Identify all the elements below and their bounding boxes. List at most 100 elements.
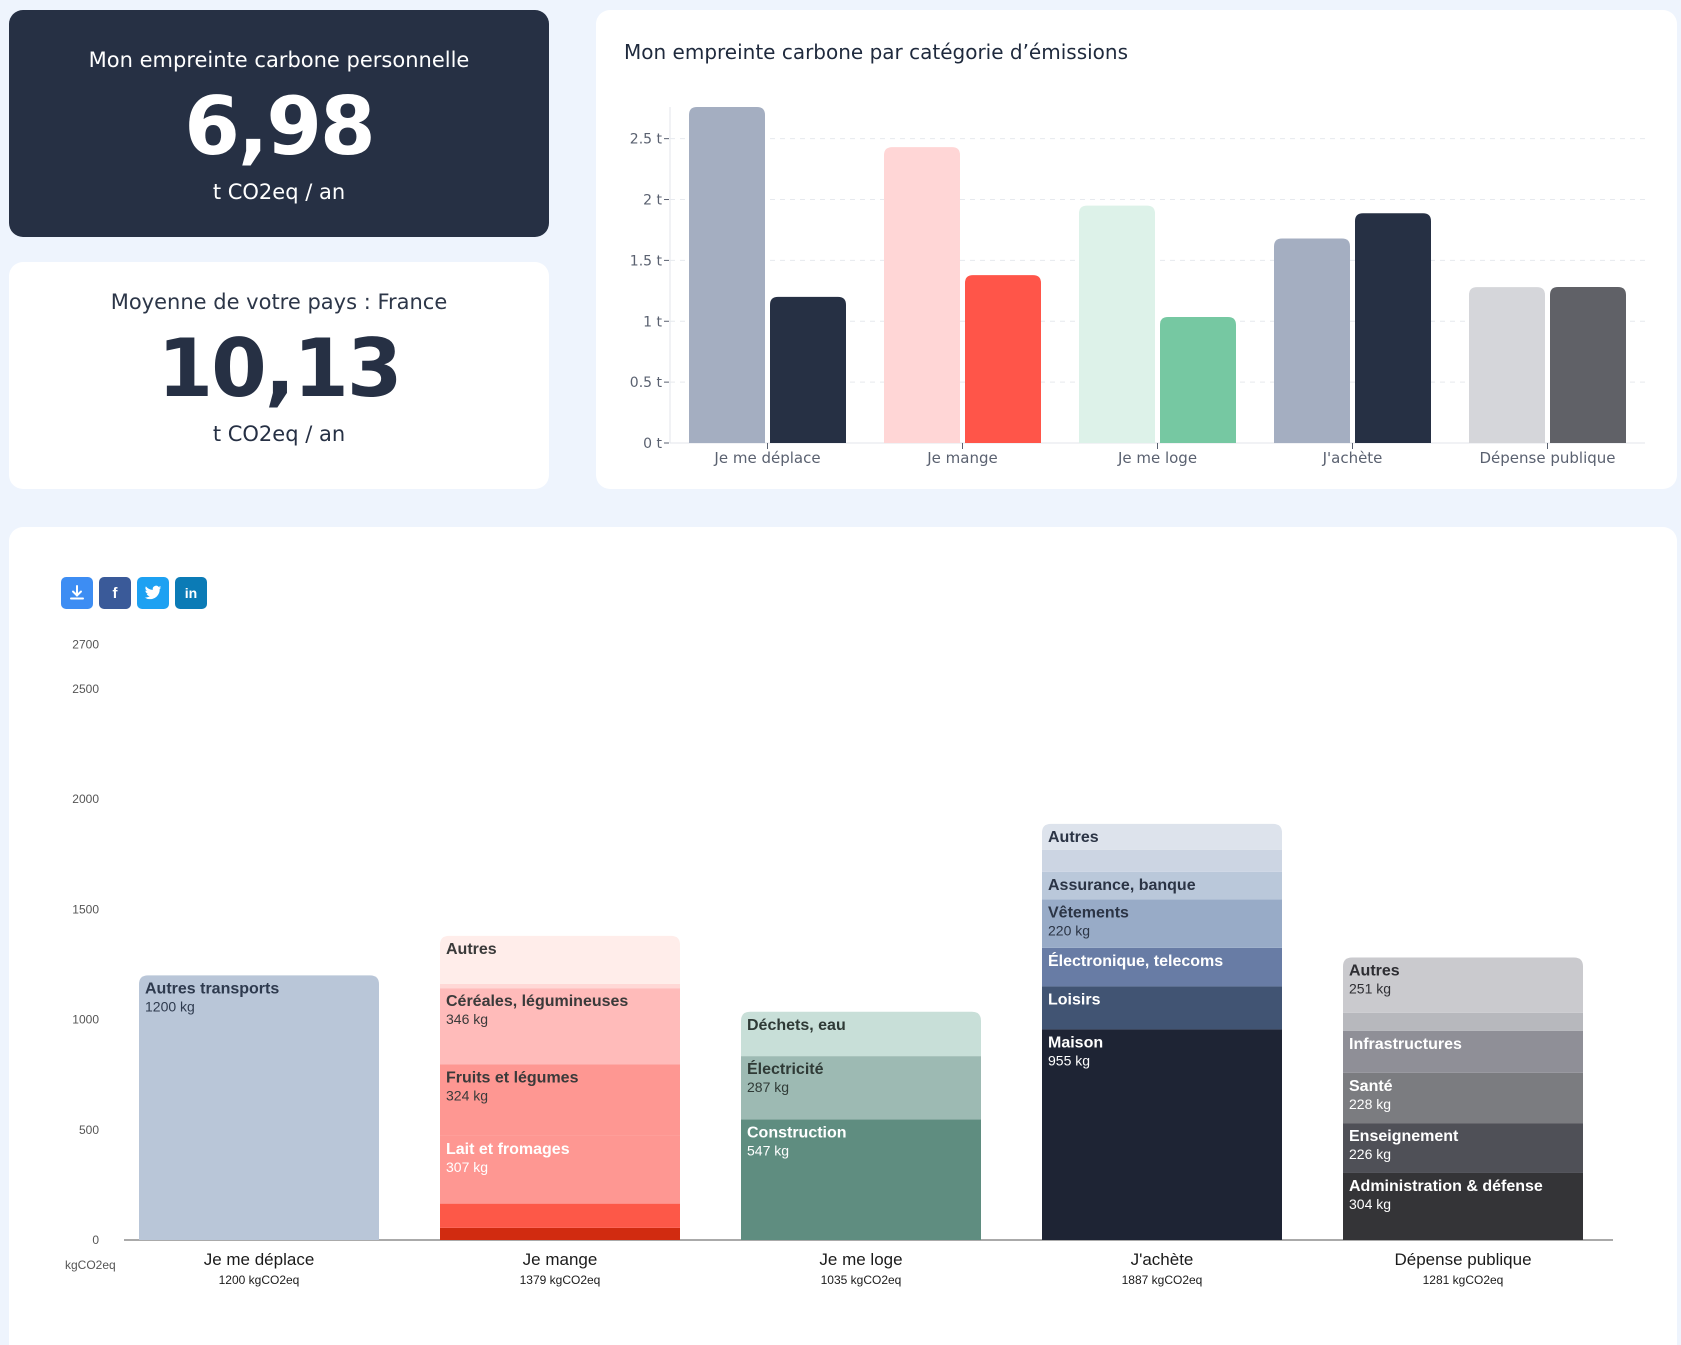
segment-label: Lait et fromages <box>446 1141 570 1158</box>
segment <box>440 1227 680 1240</box>
twitter-icon <box>144 585 162 600</box>
national-average-value: 10,13 <box>157 322 402 415</box>
x-category-label: Je me loge <box>819 1250 902 1269</box>
x-category-total: 1379 kgCO2eq <box>520 1273 601 1287</box>
linkedin-share-button[interactable]: in <box>175 577 207 609</box>
segment-label: Autres transports <box>145 980 279 997</box>
category-bar <box>1079 205 1155 443</box>
personal-footprint-card: Mon empreinte carbone personnelle 6,98 t… <box>9 10 549 237</box>
segment <box>1042 849 1282 872</box>
segment-label: Déchets, eau <box>747 1017 846 1034</box>
segment <box>440 935 680 984</box>
share-buttons: f in <box>61 577 207 609</box>
y-tick-label: 2700 <box>72 638 99 652</box>
facebook-share-button[interactable]: f <box>99 577 131 609</box>
y-axis-unit: kgCO2eq <box>65 1258 116 1272</box>
category-bar <box>1469 287 1545 443</box>
y-tick-label: 0.5 t <box>630 375 663 391</box>
x-category-label: Je mange <box>523 1250 598 1269</box>
segment <box>1042 1029 1282 1240</box>
twitter-share-button[interactable] <box>137 577 169 609</box>
download-button[interactable] <box>61 577 93 609</box>
national-average-card: Moyenne de votre pays : France 10,13 t C… <box>9 262 549 489</box>
y-tick-label: 1 t <box>643 314 662 330</box>
linkedin-icon: in <box>184 585 198 601</box>
category-bar <box>965 275 1041 443</box>
segment <box>1042 871 1282 900</box>
personal-footprint-unit: t CO2eq / an <box>212 180 346 204</box>
x-category-total: 1200 kgCO2eq <box>219 1273 300 1287</box>
segment-label: Électronique, telecoms <box>1048 951 1223 970</box>
segment-value: 324 kg <box>446 1087 488 1103</box>
segment-value: 307 kg <box>446 1159 488 1175</box>
segment-label: Maison <box>1048 1034 1103 1051</box>
category-bar <box>884 147 960 443</box>
segment <box>1042 823 1282 850</box>
segment-label: Autres <box>446 941 497 958</box>
segment-value: 547 kg <box>747 1142 789 1158</box>
segment-label: Santé <box>1349 1078 1393 1095</box>
segment <box>1343 957 1583 1013</box>
segment-label: Électricité <box>747 1059 824 1078</box>
segment <box>440 1203 680 1228</box>
x-tick-label: Dépense publique <box>1480 449 1616 467</box>
x-category-total: 1035 kgCO2eq <box>821 1273 902 1287</box>
detail-stacked-chart: 0 500 1000 1500 2000 2500 2700 kgCO2eq Autres tr… <box>65 638 1613 1287</box>
category-bar <box>1160 317 1236 443</box>
segment-label: Céréales, légumineuses <box>446 993 628 1010</box>
segment-value: 1200 kg <box>145 998 195 1014</box>
segment <box>1042 899 1282 948</box>
segment-value: 304 kg <box>1349 1196 1391 1212</box>
personal-footprint-value: 6,98 <box>184 80 375 173</box>
category-bar-chart: 0 t 0.5 t 1 t 1.5 t 2 t 2.5 t Je me déplace Je … <box>630 107 1645 467</box>
segment <box>741 1056 981 1120</box>
segment-label: Autres <box>1048 829 1099 846</box>
segment-label: Assurance, banque <box>1048 877 1196 894</box>
category-bar <box>770 296 846 443</box>
segment-label: Fruits et légumes <box>446 1069 579 1086</box>
download-icon <box>70 585 84 600</box>
segment <box>1343 1030 1583 1073</box>
y-tick-label: 0 <box>92 1233 99 1247</box>
y-tick-label: 2000 <box>72 792 99 806</box>
y-tick-label: 1.5 t <box>630 253 663 269</box>
x-tick-label: Je me loge <box>1117 449 1197 467</box>
y-tick-label: 2.5 t <box>630 132 663 148</box>
x-category-label: Je me déplace <box>204 1250 315 1269</box>
segment-label: Construction <box>747 1124 847 1141</box>
segment-label: Loisirs <box>1048 991 1101 1008</box>
national-average-label: Moyenne de votre pays : France <box>110 290 448 314</box>
x-category-total: 1887 kgCO2eq <box>1122 1273 1203 1287</box>
y-tick-label: 2 t <box>643 193 662 209</box>
x-category-label: J'achète <box>1131 1250 1194 1269</box>
segment-value: 220 kg <box>1048 922 1090 938</box>
y-tick-label: 500 <box>79 1123 99 1137</box>
x-tick-label: Je me déplace <box>713 449 820 467</box>
category-bar <box>1355 213 1431 443</box>
segment-label: Vêtements <box>1048 904 1129 921</box>
segment <box>440 1135 680 1204</box>
segment <box>1343 1123 1583 1173</box>
y-tick-label: 1000 <box>72 1013 99 1027</box>
segment-label: Administration & défense <box>1349 1178 1543 1195</box>
facebook-icon: f <box>112 584 118 602</box>
segment <box>440 1064 680 1136</box>
y-tick-label: 2500 <box>72 682 99 696</box>
x-category-label: Dépense publique <box>1394 1250 1531 1269</box>
segment-label: Autres <box>1349 963 1400 980</box>
segment-value: 228 kg <box>1349 1096 1391 1112</box>
category-chart-card: Mon empreinte carbone par catégorie d’ém… <box>596 10 1677 489</box>
x-tick-label: J'achète <box>1322 449 1383 467</box>
y-tick-label: 0 t <box>643 436 662 452</box>
segment <box>1042 947 1282 987</box>
segment <box>741 1119 981 1240</box>
segment-value: 346 kg <box>446 1011 488 1027</box>
segment <box>741 1011 981 1057</box>
segment-value: 251 kg <box>1349 981 1391 997</box>
segment <box>1343 1172 1583 1240</box>
